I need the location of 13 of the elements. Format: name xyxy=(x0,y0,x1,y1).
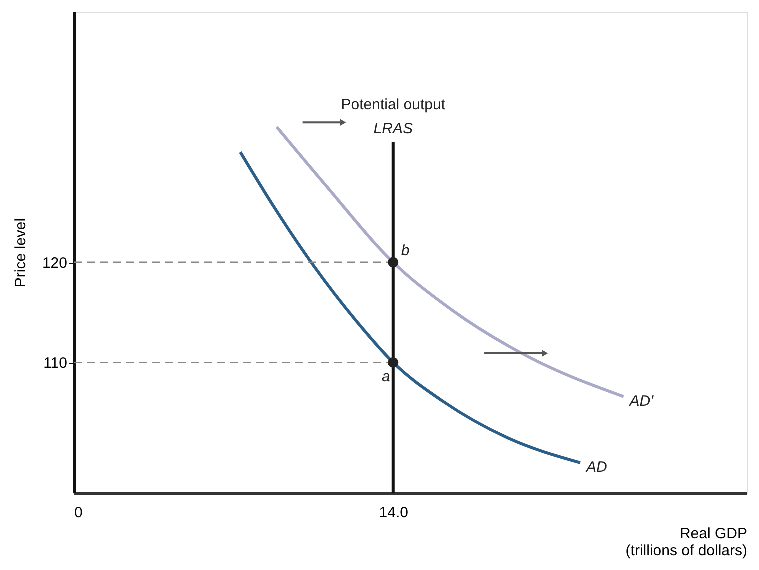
series-label: AD xyxy=(585,458,608,476)
series-label: LRAS xyxy=(374,120,413,138)
annotation: Potential output xyxy=(341,96,446,114)
x-axis-title: Real GDP (trillions of dollars) xyxy=(626,526,748,560)
series-label: AD' xyxy=(628,392,655,410)
line-series xyxy=(239,150,582,464)
y-axis-title: Price level xyxy=(12,218,30,288)
x-tick-label: 0 xyxy=(74,504,83,522)
annotation: a xyxy=(382,368,390,386)
y-tick-label: 110 xyxy=(44,355,68,372)
annotation: b xyxy=(401,242,410,260)
y-tick-label: 120 xyxy=(42,255,68,272)
x-tick-label: 14.0 xyxy=(379,504,408,522)
